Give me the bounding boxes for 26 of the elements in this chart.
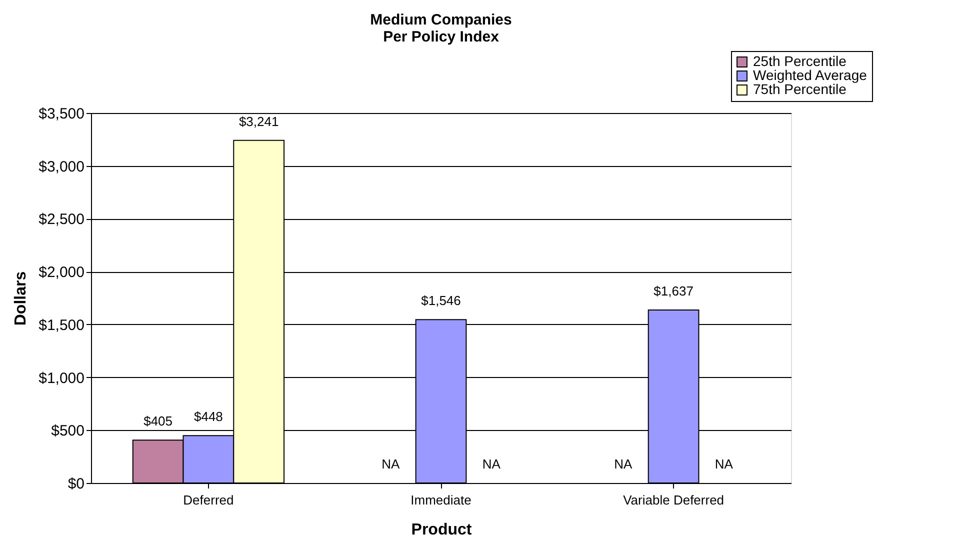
- y-tick-label: $2,000: [38, 264, 84, 282]
- text: NA: [482, 456, 500, 472]
- data-label: $1,546: [421, 293, 461, 308]
- x-tick-label: Deferred: [183, 492, 234, 508]
- y-tick-label: $0: [68, 476, 84, 492]
- text: NA: [614, 456, 632, 472]
- x-axis-title: Product: [411, 522, 472, 538]
- y-tick-label: $500: [51, 422, 84, 440]
- x-tick-label: Variable Deferred: [623, 492, 724, 508]
- y-axis-title: Dollars: [12, 271, 30, 326]
- legend-label: 25th Percentile: [753, 53, 847, 69]
- y-tick-label: $1,000: [38, 370, 84, 387]
- text: NA: [714, 456, 733, 472]
- y-tick-label: $1,500: [38, 316, 84, 334]
- data-label: $1,637: [654, 283, 694, 298]
- y-tick-label: $2,500: [38, 211, 84, 228]
- text: Per Policy Index: [383, 28, 499, 46]
- data-label: $405: [144, 414, 173, 429]
- y-tick-label: $3,000: [38, 158, 84, 176]
- x-tick-label: Immediate: [410, 492, 472, 508]
- text: Medium Companies: [370, 12, 512, 28]
- y-tick-label: $3,500: [38, 106, 84, 122]
- data-label: $448: [194, 409, 223, 424]
- legend-label: Weighted Average: [753, 67, 868, 83]
- data-label: $3,241: [238, 114, 279, 129]
- text: NA: [382, 456, 400, 472]
